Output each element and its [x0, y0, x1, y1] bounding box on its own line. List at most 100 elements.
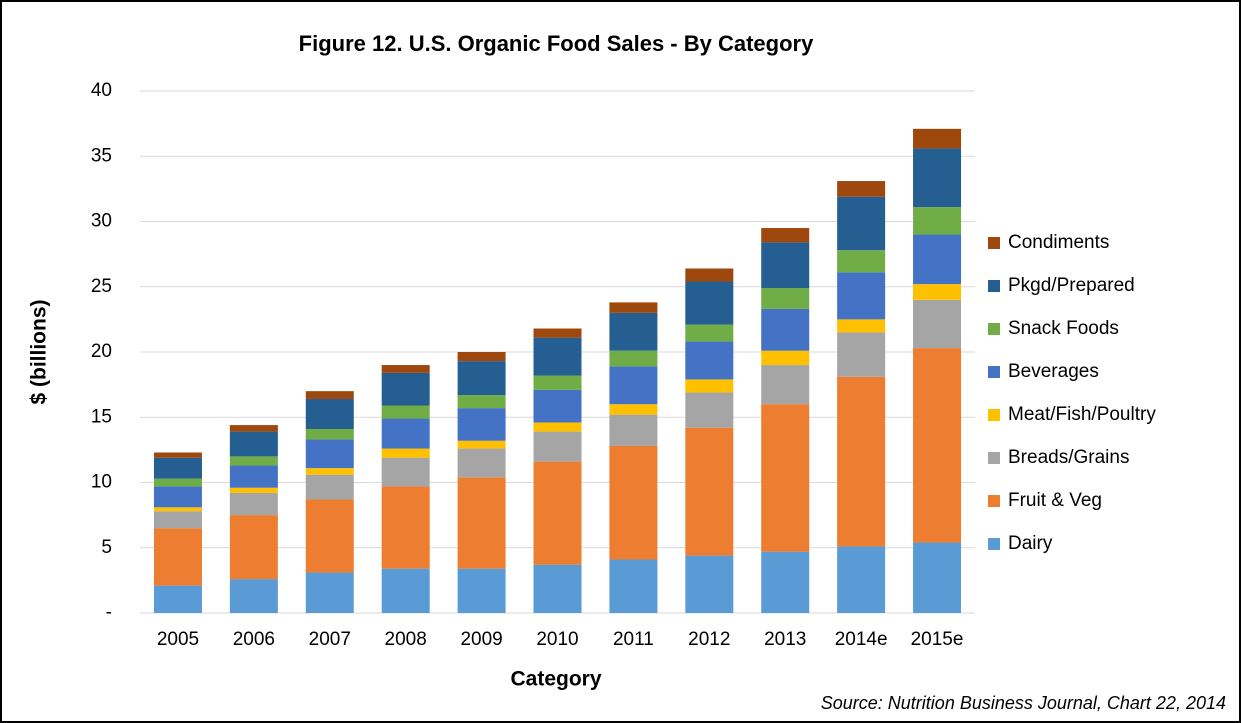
bar-segment — [761, 308, 810, 351]
bar-segment — [229, 431, 278, 457]
bar-segment — [913, 348, 962, 543]
x-tick-label: 2008 — [385, 629, 427, 650]
legend-swatch — [988, 409, 1000, 421]
bar-segment — [685, 281, 734, 325]
bar-segment — [229, 487, 278, 493]
legend-label: Condiments — [1008, 232, 1109, 253]
bar-segment — [685, 324, 734, 342]
bar-segment — [609, 445, 658, 560]
bar-segment — [837, 250, 886, 273]
bar-segment — [457, 477, 506, 569]
bar-segment — [457, 568, 506, 613]
bar-segment — [305, 572, 354, 613]
bar-segment — [381, 486, 430, 569]
bar-segment — [609, 350, 658, 367]
legend-swatch — [988, 495, 1000, 507]
bar-segment — [381, 365, 430, 373]
bar-segment — [457, 361, 506, 396]
legend-swatch — [988, 237, 1000, 249]
bar-segment — [761, 551, 810, 613]
bar-segment — [229, 579, 278, 613]
x-tick-label: 2011 — [613, 629, 654, 650]
bar-segment — [761, 350, 810, 366]
bar-segment — [533, 431, 582, 462]
bar-segment — [913, 234, 962, 285]
x-axis-label: Category — [510, 668, 601, 691]
bar-segment — [533, 375, 582, 390]
bar-segment — [761, 365, 810, 405]
bar-segment — [457, 408, 506, 441]
bar-segment — [761, 228, 810, 243]
bar-segment — [533, 422, 582, 432]
legend-swatch — [988, 538, 1000, 550]
bar-segment — [533, 564, 582, 613]
x-tick-label: 2009 — [460, 629, 502, 650]
x-tick-label: 2015e — [911, 629, 964, 650]
legend-label: Beverages — [1008, 361, 1099, 382]
bar-segment — [305, 468, 354, 475]
bar-segment — [305, 391, 354, 399]
bar-segment — [229, 465, 278, 488]
y-tick-label: 25 — [91, 276, 112, 297]
bar-segment — [761, 288, 810, 309]
y-axis-label: $ (billions) — [28, 300, 51, 405]
bar-segment — [837, 546, 886, 613]
bar-segment — [685, 427, 734, 556]
bar-segment — [685, 379, 734, 393]
bar-segment — [305, 398, 354, 429]
bar-segment — [837, 319, 886, 333]
x-tick-label: 2013 — [764, 629, 806, 650]
y-tick-label: 35 — [91, 145, 112, 166]
legend-label: Pkgd/Prepared — [1008, 275, 1135, 296]
bar-segment — [153, 507, 202, 512]
legend-label: Fruit & Veg — [1008, 490, 1102, 511]
bar-segment — [837, 272, 886, 320]
bar-segment — [457, 448, 506, 478]
bar-segment — [837, 181, 886, 197]
legend-label: Breads/Grains — [1008, 447, 1129, 468]
bar-segment — [533, 337, 582, 376]
x-tick-label: 2007 — [309, 629, 351, 650]
legend-swatch — [988, 323, 1000, 335]
bar-segment — [685, 392, 734, 428]
legend-label: Meat/Fish/Poultry — [1008, 404, 1156, 425]
bar-segment — [153, 528, 202, 586]
bar-segment — [305, 439, 354, 469]
bar-segment — [153, 457, 202, 479]
bar-segment — [837, 332, 886, 377]
y-tick-label: 20 — [91, 341, 112, 362]
legend-swatch — [988, 366, 1000, 378]
bar-segment — [381, 418, 430, 449]
bar-segment — [153, 511, 202, 529]
y-tick-label: 30 — [91, 211, 112, 232]
bar-segment — [457, 440, 506, 449]
bar-segment — [761, 404, 810, 552]
x-tick-label: 2006 — [233, 629, 275, 650]
bar-segment — [305, 499, 354, 573]
x-tick-label: 2010 — [536, 629, 578, 650]
x-tick-label: 2005 — [157, 629, 199, 650]
bar-segment — [609, 312, 658, 351]
bar-segment — [533, 461, 582, 565]
bar-segment — [913, 542, 962, 613]
bar-segment — [533, 328, 582, 338]
legend-swatch — [988, 452, 1000, 464]
x-tick-label: 2012 — [688, 629, 730, 650]
legend-label: Dairy — [1008, 533, 1053, 554]
chart-title: Figure 12. U.S. Organic Food Sales - By … — [299, 31, 814, 56]
bar-segment — [457, 395, 506, 409]
y-tick-label: 5 — [101, 537, 112, 558]
bar-segment — [685, 555, 734, 613]
legend-label: Snack Foods — [1008, 318, 1119, 339]
bar-segment — [685, 268, 734, 282]
x-tick-label: 2014e — [835, 629, 888, 650]
bar-segment — [305, 428, 354, 440]
bar-segment — [837, 196, 886, 251]
bar-segment — [153, 452, 202, 458]
bar-segment — [913, 207, 962, 235]
bar-segment — [381, 448, 430, 458]
bar-segment — [229, 515, 278, 580]
bar-segment — [609, 414, 658, 446]
y-tick-label: 15 — [91, 406, 112, 427]
